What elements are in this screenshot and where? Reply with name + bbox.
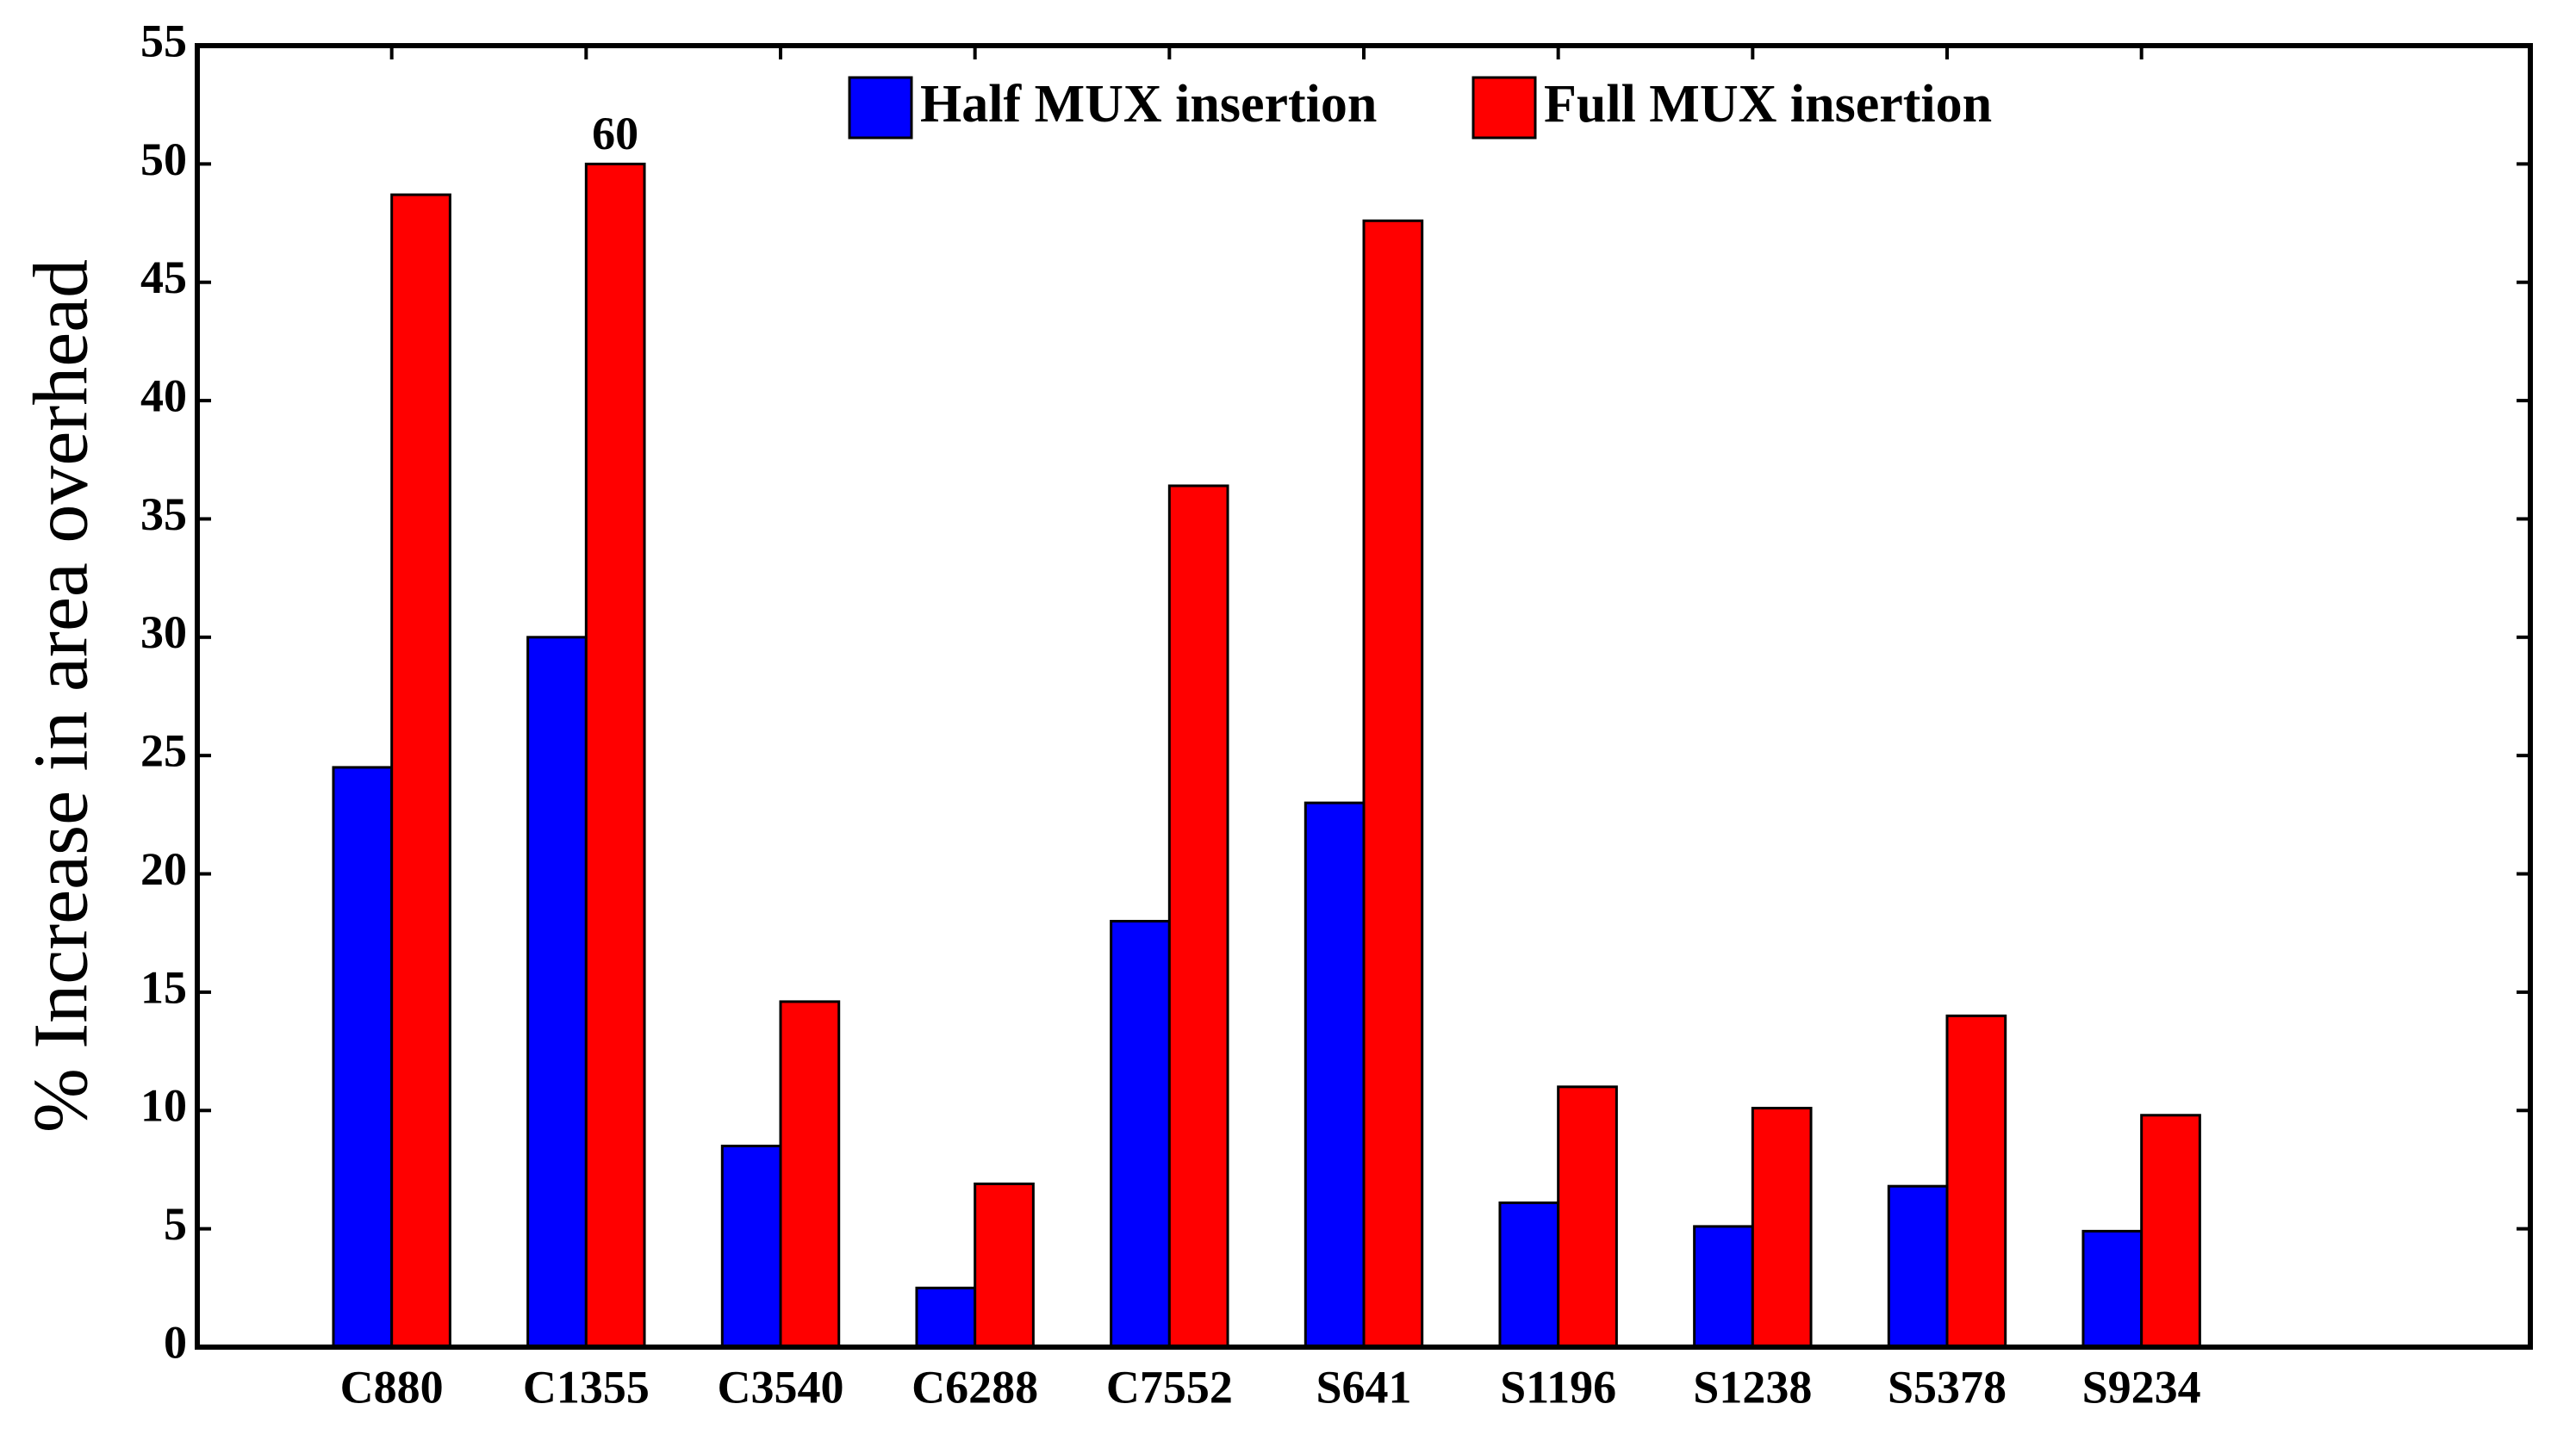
x-tick-label: C3540	[718, 1361, 844, 1413]
plot-frame	[195, 43, 2533, 1350]
bar	[1167, 484, 1229, 1349]
bar	[1557, 1085, 1618, 1349]
y-tick-label: 35	[140, 488, 187, 540]
y-tick-label: 45	[140, 252, 187, 303]
legend-label: Half MUX insertion	[920, 75, 1377, 134]
legend-swatch	[1472, 76, 1537, 140]
x-tick-label: S1238	[1693, 1361, 1812, 1413]
y-tick-label: 30	[140, 606, 187, 658]
annotation: 60	[592, 108, 638, 159]
x-tick-label: C880	[340, 1361, 444, 1413]
y-axis-label: % Increase in area overhead	[19, 259, 104, 1133]
y-tick-label: 50	[140, 134, 187, 185]
bar	[332, 766, 394, 1349]
y-tick-label: 0	[164, 1316, 187, 1368]
bar	[974, 1182, 1035, 1349]
y-tick-label: 10	[140, 1080, 187, 1132]
bar	[1751, 1107, 1813, 1349]
bar	[584, 162, 646, 1349]
bar	[2140, 1114, 2201, 1349]
bar	[526, 636, 588, 1349]
x-tick-label: S1196	[1500, 1361, 1616, 1413]
bar	[1110, 919, 1171, 1349]
bar	[1887, 1184, 1949, 1349]
bar	[720, 1144, 782, 1349]
bar	[1304, 801, 1366, 1349]
x-tick-label: C1355	[523, 1361, 650, 1413]
y-tick-label: 55	[140, 15, 187, 66]
bar	[1945, 1014, 2007, 1349]
x-tick-label: S9234	[2082, 1361, 2201, 1413]
y-tick-label: 40	[140, 370, 187, 421]
bar	[2081, 1229, 2144, 1349]
bar	[1362, 219, 1424, 1349]
y-tick-label: 25	[140, 725, 187, 777]
bar	[1693, 1225, 1754, 1349]
legend-label: Full MUX insertion	[1544, 75, 1992, 134]
bar	[390, 193, 451, 1349]
x-tick-label: S641	[1316, 1361, 1411, 1413]
y-tick-label: 20	[140, 843, 187, 895]
x-tick-label: C7552	[1106, 1361, 1233, 1413]
x-tick-label: S5378	[1888, 1361, 2007, 1413]
bar	[1498, 1201, 1560, 1349]
x-tick-label: C6288	[912, 1361, 1038, 1413]
bar	[779, 1000, 841, 1349]
y-tick-label: 5	[164, 1198, 187, 1250]
y-tick-label: 15	[140, 961, 187, 1013]
bar	[915, 1286, 977, 1349]
legend-swatch	[848, 76, 913, 140]
